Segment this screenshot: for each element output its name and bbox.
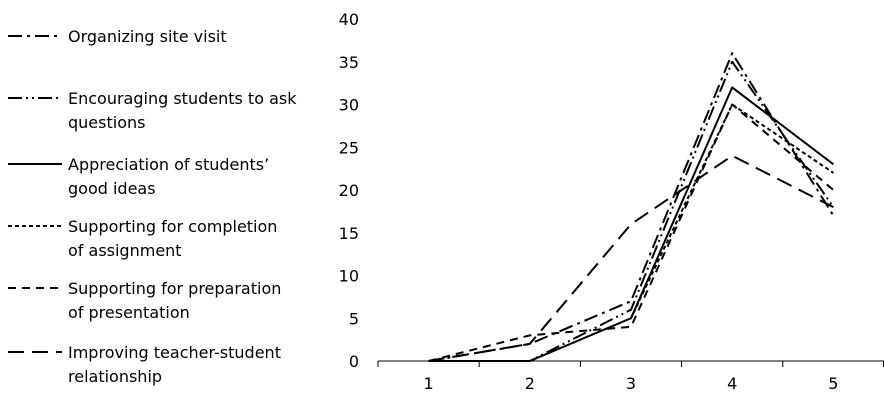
y-tick-label: 25	[339, 138, 359, 157]
y-tick-label: 40	[339, 10, 359, 29]
y-tick-label: 35	[339, 53, 359, 72]
series-line-5	[428, 103, 835, 362]
x-tick-label: 3	[626, 374, 636, 393]
legend-label: Organizing site visit	[68, 27, 227, 46]
series-line-6	[428, 154, 834, 362]
y-tick-label: 30	[339, 96, 359, 115]
x-tick-label: 2	[525, 374, 535, 393]
legend-label: Improving teacher-student	[68, 343, 281, 362]
y-tick-label: 20	[339, 181, 359, 200]
legend-label: of presentation	[68, 303, 190, 322]
y-tick-label: 15	[339, 224, 359, 243]
series-line-3	[428, 86, 835, 362]
legend-label: Encouraging students to ask	[68, 89, 297, 108]
legend-label: Supporting for preparation	[68, 279, 281, 298]
series-line-1	[428, 52, 835, 362]
y-tick-label: 10	[339, 267, 359, 286]
x-tick-label: 5	[828, 374, 838, 393]
chart-axes: 1 2 3 4 5 0 5 10 15 20 25 30 35 40	[339, 10, 884, 393]
legend-label: Supporting for completion	[68, 217, 277, 236]
legend-label: Appreciation of students’	[68, 155, 269, 174]
legend-label: of assignment	[68, 241, 182, 260]
y-tick-label: 0	[349, 352, 359, 371]
legend-label: questions	[68, 113, 145, 132]
x-tick-label: 1	[424, 374, 434, 393]
chart-legend: Organizing site visit Encouraging student…	[8, 27, 297, 386]
x-tick-label: 4	[727, 374, 737, 393]
legend-label: relationship	[68, 367, 162, 386]
y-tick-label: 5	[349, 309, 359, 328]
chart-series-lines	[428, 52, 835, 362]
series-line-4	[428, 103, 834, 362]
legend-label: good ideas	[68, 179, 156, 198]
